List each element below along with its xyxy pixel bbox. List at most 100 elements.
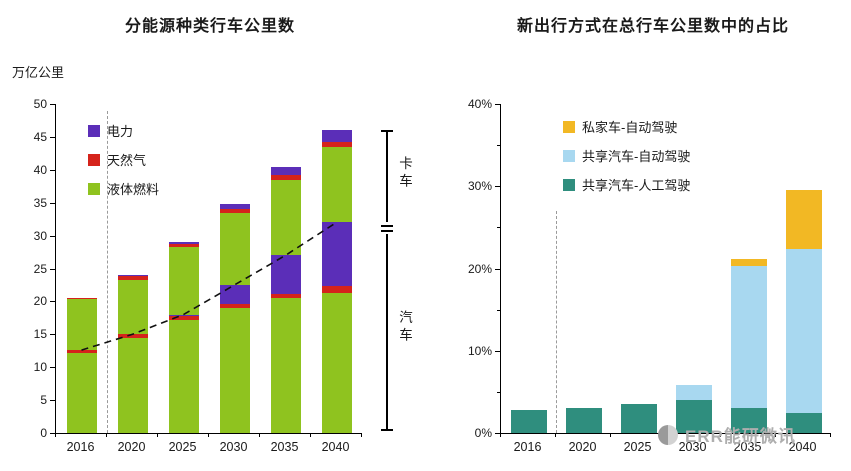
- y-axis-tick: [50, 104, 55, 105]
- y-axis-tick: [50, 268, 55, 270]
- bracket-upper-line: [386, 130, 388, 222]
- x-axis-tick: [55, 433, 56, 437]
- bar-segment-共享汽车-自动驾驶: [785, 248, 822, 414]
- y-axis-label: 25: [33, 261, 47, 276]
- bar-segment-卡车-液体燃料: [321, 147, 352, 223]
- y-axis-label: 35: [33, 195, 47, 210]
- bar-segment-卡车-天然气: [168, 244, 199, 248]
- legend-swatch-icon: [563, 149, 575, 162]
- y-axis-label: 45: [33, 129, 47, 144]
- x-axis-label: 2040: [788, 440, 817, 454]
- legend-swatch-icon: [563, 120, 575, 133]
- x-axis-tick: [361, 433, 362, 437]
- y-axis-label: 0: [40, 426, 47, 440]
- bar-segment-卡车-天然气: [270, 175, 301, 181]
- x-axis-tick: [610, 433, 611, 437]
- bar-segment-卡车-天然气: [321, 142, 352, 148]
- bar-segment-汽车-天然气: [168, 315, 199, 320]
- legend-item: 电力: [88, 121, 159, 140]
- bracket-break-mark-1: [381, 225, 393, 227]
- legend-label: 电力: [107, 124, 134, 139]
- x-axis-tick: [830, 433, 831, 437]
- watermark-text: ERR能研微讯: [685, 427, 796, 446]
- x-axis-label: 2020: [568, 440, 597, 454]
- x-axis-label: 2035: [733, 440, 762, 454]
- y-axis-minor-tick: [497, 309, 500, 311]
- y-axis-label: 20%: [467, 261, 492, 276]
- left-chart-legend: 电力 天然气 液体燃料: [88, 121, 159, 208]
- x-axis-label: 2016: [513, 440, 542, 454]
- legend-label: 共享汽车-人工驾驶: [582, 178, 691, 193]
- y-axis-tick: [50, 169, 55, 171]
- bar-segment-卡车-电力: [219, 204, 250, 209]
- bar-segment-共享汽车-人工驾驶: [510, 409, 547, 433]
- y-axis-tick: [50, 235, 55, 237]
- bar-segment-卡车-液体燃料: [219, 212, 250, 285]
- left-chart-unit-label: 万亿公里: [12, 65, 65, 80]
- legend-item: 天然气: [88, 150, 159, 169]
- y-axis-tick: [495, 104, 500, 105]
- bar-segment-汽车-液体燃料: [66, 352, 97, 433]
- x-axis-tick: [555, 433, 556, 437]
- legend-swatch-icon: [88, 124, 100, 137]
- bracket-break-mark-2: [381, 230, 393, 232]
- bar-segment-卡车-电力: [270, 166, 301, 176]
- y-axis-label: 5: [40, 393, 47, 408]
- watermark: ERR能研微讯: [658, 422, 796, 447]
- bar-segment-共享汽车-人工驾驶: [730, 408, 767, 433]
- y-axis-minor-tick: [497, 391, 500, 393]
- bar-segment-卡车-液体燃料: [66, 298, 97, 351]
- bar-segment-共享汽车-自动驾驶: [675, 385, 712, 401]
- bar-segment-汽车-液体燃料: [168, 319, 199, 433]
- bar-segment-共享汽车-人工驾驶: [675, 400, 712, 433]
- y-axis-tick: [495, 433, 500, 434]
- bar-segment-共享汽车-人工驾驶: [620, 404, 657, 433]
- dashed-guide-line: [556, 210, 557, 433]
- y-axis-label: 30: [33, 228, 47, 243]
- x-axis-label: 2016: [66, 440, 95, 454]
- y-axis-tick: [495, 268, 500, 270]
- y-axis-minor-tick: [497, 145, 500, 147]
- right-chart-legend: 私家车-自动驾驶 共享汽车-自动驾驶共享汽车-人工驾驶: [563, 117, 690, 204]
- y-axis-tick: [50, 202, 55, 204]
- legend-item: 私家车-自动驾驶: [563, 117, 690, 136]
- bar-segment-汽车-液体燃料: [117, 338, 148, 433]
- legend-swatch-icon: [563, 178, 575, 191]
- bar-segment-汽车-液体燃料: [270, 298, 301, 433]
- bar-segment-汽车-液体燃料: [321, 292, 352, 433]
- bar-segment-共享汽车-人工驾驶: [785, 413, 822, 433]
- legend-item: 共享汽车-人工驾驶: [563, 175, 690, 194]
- y-axis-tick: [50, 367, 55, 369]
- legend-label: 天然气: [107, 153, 147, 168]
- bar-segment-卡车-天然气: [66, 297, 97, 299]
- x-axis-tick: [500, 433, 501, 437]
- y-axis-label: 0%: [474, 426, 492, 440]
- trend-dashed-line: [81, 221, 337, 351]
- y-axis-label: 30%: [467, 179, 492, 194]
- bar-segment-汽车-天然气: [117, 334, 148, 339]
- legend-label: 液体燃料: [107, 182, 160, 197]
- x-axis-label: 2040: [321, 440, 350, 454]
- y-axis-label: 10%: [467, 343, 492, 358]
- x-axis-tick: [775, 433, 776, 437]
- bar-segment-卡车-液体燃料: [270, 180, 301, 256]
- bar-segment-卡车-天然气: [117, 276, 148, 280]
- y-axis-label: 40: [33, 162, 47, 177]
- bracket-lower-line: [386, 234, 388, 430]
- x-axis-label: 2025: [623, 440, 652, 454]
- x-axis-tick: [259, 433, 260, 437]
- bar-segment-卡车-液体燃料: [117, 279, 148, 335]
- bar-segment-汽车-电力: [168, 314, 199, 316]
- bar-segment-卡车-电力: [321, 130, 352, 143]
- dashed-guide-line: [107, 110, 108, 433]
- bar-segment-共享汽车-人工驾驶: [565, 408, 602, 433]
- y-axis-tick: [50, 301, 55, 303]
- x-axis-tick: [157, 433, 158, 437]
- y-axis-minor-tick: [497, 227, 500, 229]
- legend-swatch-icon: [88, 182, 100, 195]
- y-axis-tick: [495, 350, 500, 352]
- y-axis-label: 10: [33, 360, 47, 375]
- y-axis-label: 15: [33, 327, 47, 342]
- bracket-label-truck: 卡车: [397, 156, 412, 191]
- legend-item: 共享汽车-自动驾驶: [563, 146, 690, 165]
